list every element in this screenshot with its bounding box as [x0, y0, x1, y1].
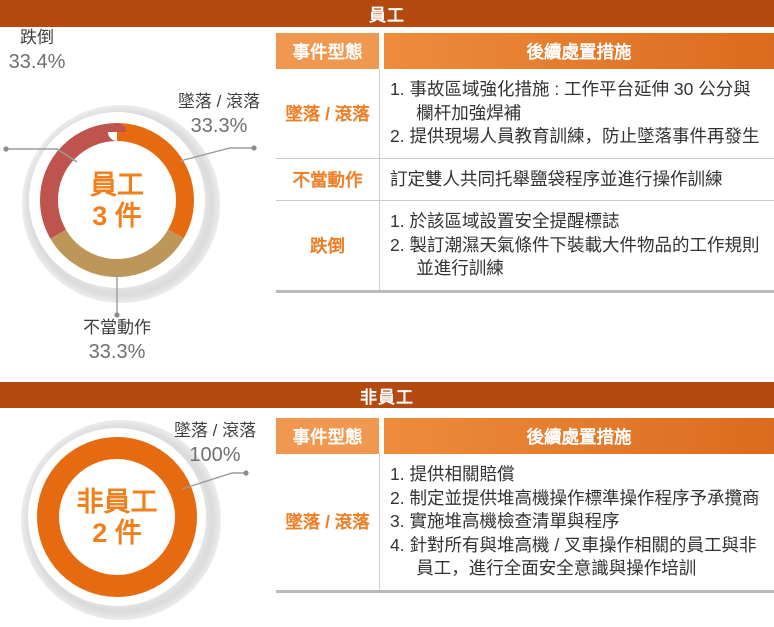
nonemployee-header-measures: 後續處置措施: [384, 418, 774, 454]
measure-item: 3. 實施堆高機檢查清單與程序: [390, 511, 620, 531]
table-row: 不當動作 訂定雙人共同托舉鹽袋程序並進行操作訓練: [276, 157, 774, 201]
callout-fall-rolling-name: 墜落 / 滾落: [173, 421, 257, 440]
employee-donut-center-label: 員工 3 件: [47, 170, 187, 232]
table-row: 墜落 / 滾落 1. 事故區域強化措施 : 工作平台延伸 30 公分與欄杆加強焊…: [276, 69, 774, 158]
segment-trip-fall: [40, 123, 194, 277]
header-gap: [379, 33, 384, 69]
segment-fall-rolling-100: [37, 437, 197, 597]
section-employee-title: 員工: [369, 6, 405, 25]
leader-line-left: [6, 148, 78, 163]
measure-item: 訂定雙人共同托舉鹽袋程序並進行操作訓練: [390, 168, 723, 189]
employee-header-measures: 後續處置措施: [384, 33, 774, 69]
callout-fall-rolling: 墜落 / 滾落 33.3%: [168, 91, 270, 139]
employee-donut-center-line2: 3 件: [92, 201, 142, 231]
employee-table-header-row: 事件型態 後續處置措施: [276, 33, 774, 69]
callout-improper-action: 不當動作 33.3%: [64, 317, 170, 365]
nonemployee-donut-center-line1: 非員工: [76, 487, 158, 517]
callout-trip-fall-name: 跌倒: [20, 28, 54, 47]
measure-item: 2. 提供現場人員教育訓練，防止墜落事件再發生: [390, 126, 760, 146]
callout-fall-rolling: 墜落 / 滾落 100%: [164, 420, 266, 468]
measures-cell: 1. 提供相關賠償 2. 制定並提供堆高機操作標準操作程序予承攬商 3. 實施堆…: [380, 454, 774, 590]
nonemployee-donut-svg: [21, 420, 249, 620]
table-row: 跌倒 1. 於該區域設置安全提醒標誌 2. 製訂潮濕天氣條件下裝載大件物品的工作…: [276, 200, 774, 290]
header-gap: [379, 418, 384, 454]
measures-cell: 1. 於該區域設置安全提醒標誌 2. 製訂潮濕天氣條件下裝載大件物品的工作規則並…: [380, 201, 774, 290]
measure-item: 2. 製訂潮濕天氣條件下裝載大件物品的工作規則並進行訓練: [390, 234, 760, 279]
nonemployee-table-header-row: 事件型態 後續處置措施: [276, 418, 774, 454]
employee-measures-table: 事件型態 後續處置措施 墜落 / 滾落 1. 事故區域強化措施 : 工作平台延伸…: [276, 33, 774, 293]
leader-line-right: [181, 472, 244, 490]
event-type-cell: 不當動作: [276, 158, 380, 200]
measures-cell: 訂定雙人共同托舉鹽袋程序並進行操作訓練: [380, 159, 774, 201]
section-nonemployee-title-bar: 非員工: [0, 382, 774, 408]
callout-trip-fall: 跌倒 33.4%: [0, 27, 74, 75]
segment-improper-action: [40, 123, 194, 277]
leader-dot-bottom: [114, 312, 120, 318]
employee-donut-chart: 跌倒 33.4% 墜落 / 滾落 33.3% 不當動作 33.3% 員工 3 件: [0, 27, 270, 379]
employee-header-event-type: 事件型態: [276, 33, 379, 69]
section-nonemployee-title: 非員工: [360, 387, 414, 407]
measure-item: 1. 提供相關賠償: [390, 464, 515, 484]
nonemployee-table-body: 墜落 / 滾落 1. 提供相關賠償 2. 制定並提供堆高機操作標準操作程序予承攬…: [276, 454, 774, 593]
nonemployee-donut-center-line2: 2 件: [92, 518, 142, 548]
callout-fall-rolling-pct: 33.3%: [190, 115, 248, 137]
callout-improper-action-pct: 33.3%: [88, 341, 146, 363]
measure-item: 2. 制定並提供堆高機操作標準操作程序予承攬商: [390, 487, 760, 508]
callout-improper-action-name: 不當動作: [83, 318, 151, 337]
callout-fall-rolling-pct: 100%: [189, 444, 241, 466]
callout-trip-fall-pct: 33.4%: [8, 51, 66, 73]
measure-item: 4. 針對所有與堆高機 / 叉車操作相關的員工與非員工，進行全面安全意識與操作培…: [390, 534, 757, 579]
nonemployee-donut-chart: 墜落 / 滾落 100% 非員工 2 件: [0, 408, 270, 627]
employee-donut-svg: [3, 105, 257, 318]
leader-dot-right: [251, 145, 257, 151]
event-type-cell: 墜落 / 滾落: [276, 454, 380, 590]
leader-line-right: [179, 147, 252, 162]
measure-item: 1. 事故區域強化措施 : 工作平台延伸 30 公分與欄杆加強焊補: [390, 79, 751, 123]
employee-donut-center-line1: 員工: [90, 170, 144, 200]
event-type-cell: 墜落 / 滾落: [276, 69, 380, 158]
section-employee-title-bar: 員工: [0, 0, 774, 27]
nonemployee-measures-table: 事件型態 後續處置措施 墜落 / 滾落 1. 提供相關賠償 2. 制定並提供堆高…: [276, 418, 774, 593]
measures-cell: 1. 事故區域強化措施 : 工作平台延伸 30 公分與欄杆加強焊補 2. 提供現…: [380, 69, 774, 158]
callout-fall-rolling-name: 墜落 / 滾落: [177, 92, 261, 111]
leader-dot-right: [243, 470, 249, 476]
leader-dot-left: [3, 146, 9, 152]
measure-item: 1. 於該區域設置安全提醒標誌: [390, 211, 620, 231]
table-row: 墜落 / 滾落 1. 提供相關賠償 2. 制定並提供堆高機操作標準操作程序予承攬…: [276, 454, 774, 590]
nonemployee-donut-center-label: 非員工 2 件: [47, 487, 187, 549]
employee-table-body: 墜落 / 滾落 1. 事故區域強化措施 : 工作平台延伸 30 公分與欄杆加強焊…: [276, 69, 774, 293]
event-type-cell: 跌倒: [276, 201, 380, 290]
nonemployee-header-event-type: 事件型態: [276, 418, 379, 454]
